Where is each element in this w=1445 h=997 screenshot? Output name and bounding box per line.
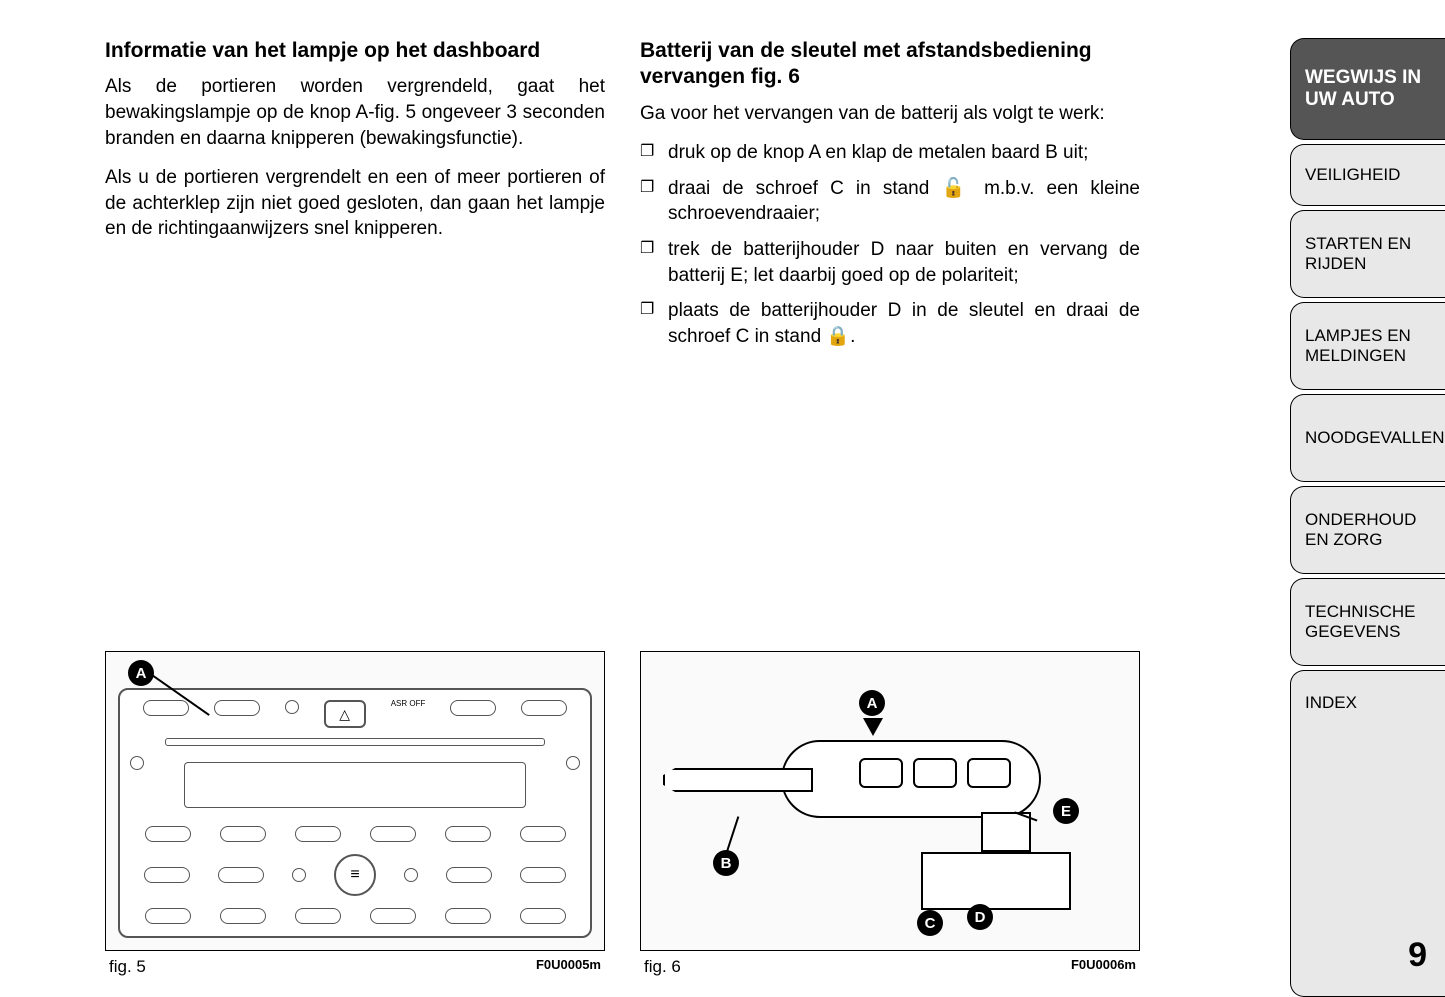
right-heading: Batterij van de sleutel met afstandsbedi… <box>640 38 1140 91</box>
figure-6-label: fig. 6 <box>644 957 681 977</box>
fob-button-icon <box>859 758 903 788</box>
panel-button <box>450 700 496 716</box>
panel-button <box>370 826 416 842</box>
tab-label: TECHNISCHE GEGEVENS <box>1305 602 1435 641</box>
battery-cap-icon <box>981 812 1031 852</box>
figure-6-code: F0U0006m <box>1071 957 1136 977</box>
figure-6: A B C D E <box>640 651 1140 951</box>
tab-starten[interactable]: STARTEN EN RIJDEN <box>1290 210 1445 298</box>
callout-e: E <box>1053 798 1079 824</box>
tab-label: INDEX <box>1305 693 1357 713</box>
figure-5: △ ASR OFF <box>105 651 605 951</box>
figure-5-code: F0U0005m <box>536 957 601 977</box>
knob-icon <box>130 756 144 770</box>
step-item: plaats de batterijhouder D in de sleutel… <box>640 298 1140 349</box>
figure-5-label: fig. 5 <box>109 957 146 977</box>
callout-a: A <box>128 660 154 686</box>
display-screen <box>184 762 526 808</box>
panel-button <box>520 867 566 883</box>
panel-button <box>520 908 566 924</box>
callout-d: D <box>967 904 993 930</box>
figure-5-wrap: △ ASR OFF <box>105 651 605 977</box>
panel-button <box>295 908 341 924</box>
left-column: Informatie van het lampje op het dashboa… <box>105 38 605 977</box>
step-item: draai de schroef C in stand 🔓 m.b.v. een… <box>640 176 1140 227</box>
figure-6-wrap: A B C D E fig. 6 F0U0006m <box>640 651 1140 977</box>
panel-button <box>295 826 341 842</box>
callout-c: C <box>917 910 943 936</box>
tab-technische[interactable]: TECHNISCHE GEGEVENS <box>1290 578 1445 666</box>
nav-right-icon <box>404 868 418 882</box>
steps-list: druk op de knop A en klap de metalen baa… <box>640 140 1140 359</box>
step-item: trek de batterijhouder D naar buiten en … <box>640 237 1140 288</box>
key-blade-icon <box>663 768 813 792</box>
cd-slot-icon <box>165 738 545 746</box>
arrow-down-icon <box>863 718 883 736</box>
right-intro: Ga voor het vervangen van de batterij al… <box>640 101 1140 127</box>
callout-b: B <box>713 850 739 876</box>
tab-veiligheid[interactable]: VEILIGHEID <box>1290 144 1445 206</box>
content-area: Informatie van het lampje op het dashboa… <box>0 0 1290 997</box>
tab-label: WEGWIJS IN UW AUTO <box>1305 67 1435 111</box>
panel-indicator-icon <box>285 700 299 714</box>
panel-button <box>218 867 264 883</box>
fob-button-icon <box>967 758 1011 788</box>
figure-5-caption: fig. 5 F0U0005m <box>105 957 605 977</box>
tab-onderhoud[interactable]: ONDERHOUD EN ZORG <box>1290 486 1445 574</box>
leader-line <box>726 816 739 851</box>
tab-wegwijs[interactable]: WEGWIJS IN UW AUTO <box>1290 38 1445 140</box>
nav-left-icon <box>292 868 306 882</box>
nav-control-icon: ≡ <box>334 854 376 896</box>
radio-panel-drawing: △ ASR OFF <box>118 688 592 938</box>
page-number: 9 <box>1408 936 1427 975</box>
step-item: druk op de knop A en klap de metalen baa… <box>640 140 1140 166</box>
panel-button <box>445 826 491 842</box>
tab-label: ONDERHOUD EN ZORG <box>1305 510 1435 549</box>
right-column: Batterij van de sleutel met afstandsbedi… <box>640 38 1140 977</box>
manual-page: Informatie van het lampje op het dashboa… <box>0 0 1445 997</box>
section-tabs: WEGWIJS IN UW AUTO VEILIGHEID STARTEN EN… <box>1290 0 1445 997</box>
panel-button <box>445 908 491 924</box>
tab-label: LAMPJES EN MELDINGEN <box>1305 326 1435 365</box>
panel-button <box>370 908 416 924</box>
panel-button <box>145 826 191 842</box>
panel-button <box>143 700 189 716</box>
asr-label: ASR OFF <box>391 700 426 728</box>
key-fob-drawing <box>781 740 1041 818</box>
fob-button-icon <box>913 758 957 788</box>
panel-button <box>144 867 190 883</box>
panel-button <box>220 826 266 842</box>
tab-label: STARTEN EN RIJDEN <box>1305 234 1435 273</box>
callout-a: A <box>859 690 885 716</box>
panel-button <box>220 908 266 924</box>
panel-button <box>145 908 191 924</box>
hazard-button-icon: △ <box>324 700 366 728</box>
panel-button <box>214 700 260 716</box>
panel-button <box>521 700 567 716</box>
tab-label: NOODGEVALLEN <box>1305 428 1445 448</box>
left-heading: Informatie van het lampje op het dashboa… <box>105 38 605 64</box>
battery-holder-icon <box>921 852 1071 910</box>
tab-lampjes[interactable]: LAMPJES EN MELDINGEN <box>1290 302 1445 390</box>
panel-button <box>520 826 566 842</box>
left-paragraph-1: Als de portieren worden vergrendeld, gaa… <box>105 74 605 151</box>
knob-icon <box>566 756 580 770</box>
tab-label: VEILIGHEID <box>1305 165 1400 185</box>
figure-6-caption: fig. 6 F0U0006m <box>640 957 1140 977</box>
left-paragraph-2: Als u de portieren vergrendelt en een of… <box>105 165 605 242</box>
tab-noodgevallen[interactable]: NOODGEVALLEN <box>1290 394 1445 482</box>
panel-button <box>446 867 492 883</box>
